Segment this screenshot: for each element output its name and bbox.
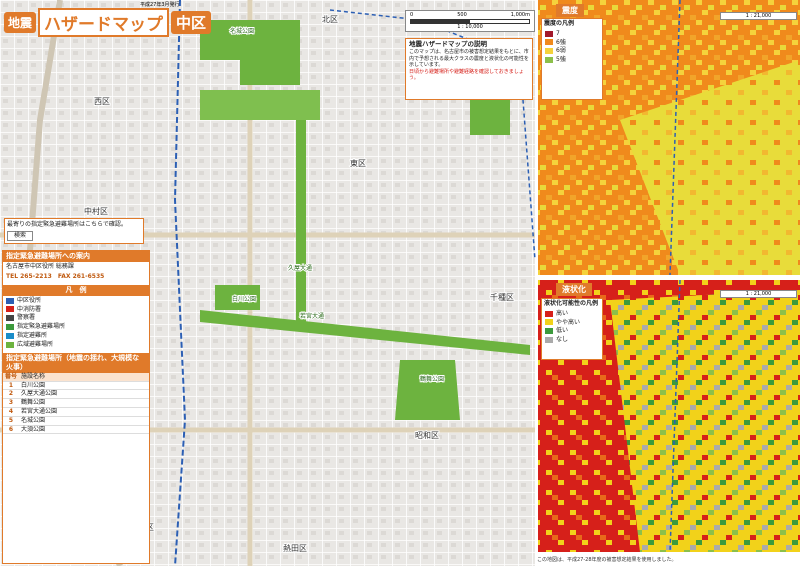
notice: 地震ハザードマップの説明 このマップは、名古屋市の被害想定結果をもとに、市内で予… [405, 38, 533, 100]
level: やや高い [556, 318, 581, 326]
info-panel: 指定緊急避難場所への案内 名古屋市中区役所 総務課 TEL 265-2213 F… [2, 250, 150, 564]
table-row: 6 大須公園 [3, 426, 149, 435]
table-row: 2 久屋大通公園 [3, 390, 149, 400]
table-row: 4 若宮大通公園 [3, 408, 149, 417]
table-cell: 2 [8, 390, 14, 398]
notice-warning: 日頃から避難場所や避難経路を確認しておきましょう。 [409, 68, 524, 82]
contact-tel: TEL 265-2213 FAX 261-6535 [6, 272, 105, 280]
seismic-zone [620, 60, 800, 275]
legend-item: 指定避難所 [17, 331, 48, 339]
legend-item: 中消防署 [17, 305, 42, 313]
railway [669, 0, 681, 553]
table-cell: 大須公園 [21, 425, 46, 433]
table-cell: 久屋大通公園 [21, 390, 58, 398]
table-title: 指定緊急避難場所（地震の揺れ、大規模な火事） [3, 352, 149, 373]
search-text: 最寄りの指定緊急避難場所はこちらで確認。 [7, 221, 127, 228]
table-header: 番号 施設名称 [3, 372, 149, 382]
park [470, 95, 510, 135]
ward-boundary [329, 9, 536, 261]
table-cell: 3 [8, 399, 14, 407]
panel-scale: 1 : 21,000 [720, 12, 797, 20]
scale-box: 0 500 1,000m 1 : 10,000 [405, 10, 535, 32]
district-label: 西区 [94, 97, 110, 106]
notice-title: 地震ハザードマップの説明 [409, 40, 487, 48]
district-label: 千種区 [490, 292, 514, 302]
legend-title: 凡 例 [3, 284, 149, 296]
scale-tick: 1,000m [510, 12, 530, 18]
legend-title: 震度の凡例 [544, 20, 575, 27]
table-cell: 名城公園 [21, 416, 46, 424]
park [200, 90, 320, 120]
park [200, 20, 300, 85]
th: 施設名称 [21, 372, 46, 380]
contact-title: 指定緊急避難場所への案内 [3, 251, 149, 263]
issue-date: 平成27年3月発行 [140, 2, 180, 8]
district-label: 北区 [322, 15, 338, 24]
park [215, 285, 260, 310]
contact-office: 名古屋市中区役所 総務課 [6, 263, 74, 271]
header: 地震 ハザードマップ 中区 [4, 8, 212, 37]
notice-text: このマップは、名古屋市の被害想定結果をもとに、市内で予想される最大クラスの震度と… [409, 49, 529, 69]
park-label: 鶴舞公園 [420, 375, 444, 383]
search-button[interactable]: 検索 [7, 230, 34, 241]
level: 高い [556, 309, 569, 317]
legend-item: 中区役所 [17, 296, 42, 304]
park-label: 白川公園 [232, 295, 256, 303]
district-label: 熱田区 [283, 543, 307, 553]
table-cell: 4 [8, 407, 14, 415]
th: 番号 [5, 372, 18, 380]
level: 低い [556, 327, 569, 335]
park [296, 120, 306, 330]
park-label: 久屋大通 [288, 264, 312, 272]
level: 7 [556, 29, 560, 37]
legend-item: 警察署 [17, 314, 36, 322]
legend-title: 液状化可能性の凡例 [544, 300, 599, 307]
district-label: 昭和区 [415, 431, 439, 440]
table-cell: 1 [8, 381, 14, 389]
table-body: 1 白川公園 2 久屋大通公園 3 鶴舞公園 4 若宮大通公園 5 名城公園 6 大須公園 [3, 382, 149, 435]
level: 6強 [556, 38, 566, 46]
park-label: 若宮大通 [300, 312, 324, 320]
panel-title: 震度 [556, 4, 584, 17]
scale-tick: 0 [410, 12, 414, 18]
badge: 地震 [4, 12, 37, 33]
table-cell: 白川公園 [21, 381, 46, 389]
district-label: 東区 [350, 158, 366, 168]
park-label: 名城公園 [230, 27, 254, 35]
district-label: 中村区 [84, 206, 108, 216]
level: 5強 [556, 56, 566, 64]
table-row: 5 名城公園 [3, 417, 149, 426]
table-row: 3 鶴舞公園 [3, 399, 149, 408]
table-row: 1 白川公園 [3, 382, 149, 391]
panel-scale: 1 : 21,000 [720, 290, 797, 298]
park [200, 310, 530, 355]
footnote: この地図は、平成27-28年度の被害想定結果を使用しました。 [537, 556, 677, 563]
panel-legend: 液状化可能性の凡例 高い やや高い 低い なし [541, 298, 603, 360]
table-cell: 若宮大通公園 [21, 407, 58, 415]
panel-legend: 震度の凡例 7 6強 6弱 5強 [541, 18, 603, 100]
title: ハザードマップ [38, 8, 170, 37]
level: 6弱 [556, 47, 566, 55]
legend-item: 広域避難場所 [17, 340, 54, 348]
ward: 中区 [171, 11, 212, 34]
scale-tick: 500 [457, 12, 467, 18]
park [395, 360, 460, 420]
table-cell: 5 [8, 416, 14, 424]
search-box: 最寄りの指定緊急避難場所はこちらで確認。 検索 [4, 218, 144, 244]
table-cell: 6 [8, 425, 14, 433]
legend-item: 指定緊急避難場所 [17, 323, 66, 331]
level: なし [556, 336, 569, 344]
liquefaction-zone [610, 290, 800, 552]
railway [173, 0, 187, 566]
scale: 1 : 10,000 [457, 24, 483, 30]
panel-title: 液状化 [556, 283, 592, 296]
table-cell: 鶴舞公園 [21, 399, 46, 407]
